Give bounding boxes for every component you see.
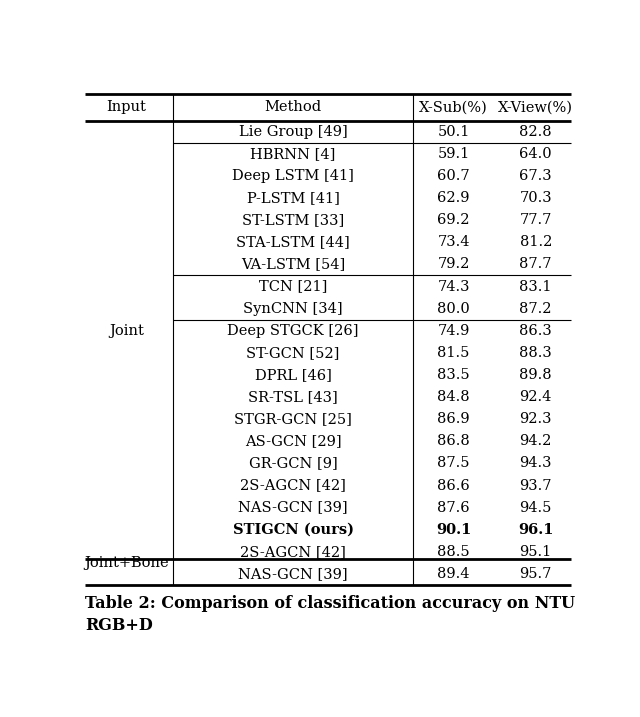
Text: 92.4: 92.4 [520,390,552,404]
Text: HBRNN [4]: HBRNN [4] [250,147,336,161]
Text: 87.6: 87.6 [437,500,470,515]
Text: 95.7: 95.7 [520,567,552,581]
Text: NAS-GCN [39]: NAS-GCN [39] [238,500,348,515]
Text: Table 2: Comparison of classification accuracy on NTU: Table 2: Comparison of classification ac… [85,595,575,612]
Text: 86.9: 86.9 [437,412,470,426]
Text: AS-GCN [29]: AS-GCN [29] [245,435,341,448]
Text: STGR-GCN [25]: STGR-GCN [25] [234,412,352,426]
Text: Lie Group [49]: Lie Group [49] [239,125,348,139]
Text: 73.4: 73.4 [437,235,470,250]
Text: 88.3: 88.3 [519,346,552,360]
Text: 89.4: 89.4 [437,567,470,581]
Text: 74.3: 74.3 [437,280,470,293]
Text: 86.3: 86.3 [519,324,552,338]
Text: GR-GCN [9]: GR-GCN [9] [249,457,337,470]
Text: X-View(%): X-View(%) [498,100,573,114]
Text: P-LSTM [41]: P-LSTM [41] [246,191,340,205]
Text: 59.1: 59.1 [437,147,470,161]
Text: NAS-GCN [39]: NAS-GCN [39] [238,567,348,581]
Text: 60.7: 60.7 [437,169,470,183]
Text: 67.3: 67.3 [520,169,552,183]
Text: 81.2: 81.2 [520,235,552,250]
Text: SR-TSL [43]: SR-TSL [43] [248,390,338,404]
Text: 50.1: 50.1 [437,125,470,139]
Text: DPRL [46]: DPRL [46] [255,368,332,382]
Text: 69.2: 69.2 [437,213,470,227]
Text: ST-GCN [52]: ST-GCN [52] [246,346,340,360]
Text: Deep LSTM [41]: Deep LSTM [41] [232,169,354,183]
Text: TCN [21]: TCN [21] [259,280,327,293]
Text: 87.5: 87.5 [437,457,470,470]
Text: 81.5: 81.5 [437,346,470,360]
Text: Joint+Bone: Joint+Bone [84,556,169,570]
Text: 2S-AGCN [42]: 2S-AGCN [42] [240,478,346,493]
Text: ST-LSTM [33]: ST-LSTM [33] [242,213,344,227]
Text: RGB+D: RGB+D [85,617,153,634]
Text: 94.3: 94.3 [520,457,552,470]
Text: VA-LSTM [54]: VA-LSTM [54] [241,257,345,272]
Text: 86.8: 86.8 [437,435,470,448]
Text: X-Sub(%): X-Sub(%) [419,100,488,114]
Text: 82.8: 82.8 [520,125,552,139]
Text: Joint: Joint [109,324,144,338]
Text: 89.8: 89.8 [520,368,552,382]
Text: 80.0: 80.0 [437,302,470,315]
Text: SynCNN [34]: SynCNN [34] [243,302,343,315]
Text: 94.5: 94.5 [520,500,552,515]
Text: 77.7: 77.7 [520,213,552,227]
Text: 84.8: 84.8 [437,390,470,404]
Text: 64.0: 64.0 [520,147,552,161]
Text: 2S-AGCN [42]: 2S-AGCN [42] [240,545,346,559]
Text: 94.2: 94.2 [520,435,552,448]
Text: STIGCN (ours): STIGCN (ours) [232,523,354,537]
Text: 92.3: 92.3 [520,412,552,426]
Text: 62.9: 62.9 [437,191,470,205]
Text: 70.3: 70.3 [520,191,552,205]
Text: 90.1: 90.1 [436,523,471,537]
Text: 86.6: 86.6 [437,478,470,493]
Text: 96.1: 96.1 [518,523,554,537]
Text: Input: Input [107,100,147,114]
Text: 79.2: 79.2 [437,257,470,272]
Text: 83.1: 83.1 [520,280,552,293]
Text: 87.2: 87.2 [520,302,552,315]
Text: 95.1: 95.1 [520,545,552,559]
Text: 93.7: 93.7 [520,478,552,493]
Text: Deep STGCK [26]: Deep STGCK [26] [227,324,359,338]
Text: 83.5: 83.5 [437,368,470,382]
Text: 87.7: 87.7 [520,257,552,272]
Text: Method: Method [264,100,322,114]
Text: STA-LSTM [44]: STA-LSTM [44] [236,235,350,250]
Text: 88.5: 88.5 [437,545,470,559]
Text: 74.9: 74.9 [437,324,470,338]
